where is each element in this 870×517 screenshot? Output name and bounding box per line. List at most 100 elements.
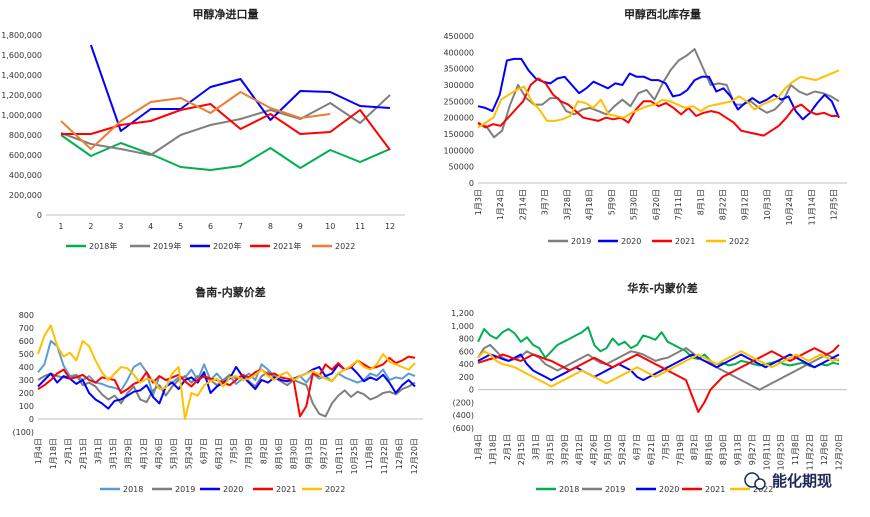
x-tick-label: 4月12日 (139, 438, 148, 469)
y-tick-label: 0 (37, 211, 42, 220)
x-tick-label: 8月2日 (260, 438, 269, 464)
x-tick-label: 9月27日 (748, 434, 757, 465)
series-line-2019年 (60, 94, 391, 156)
chart-1: 甲醇净进口量 0 200,000 400,000 600,000 800,000 1,000… (1, 7, 405, 251)
series-line-2018 (37, 340, 416, 397)
y-tick-label: 200000 (443, 114, 474, 123)
series-line-2018年 (60, 134, 391, 171)
y-tick-label: 0 (469, 179, 474, 188)
x-tick-label: 2月15日 (517, 434, 526, 465)
x-tick-label: 4月26日 (154, 438, 163, 469)
x-tick-label: 3月15日 (109, 438, 118, 469)
x-tick-label: 12月20日 (410, 438, 419, 474)
chart-title: 华东-内蒙价差 (627, 281, 698, 295)
legend-label: 2021年 (273, 241, 301, 251)
y-tick-label: (200) (452, 398, 474, 407)
x-tick-label: 8月30日 (290, 438, 299, 469)
series-line-2022 (60, 91, 331, 150)
x-tick-label: 8月16日 (275, 438, 284, 469)
series-line-2021 (477, 344, 840, 413)
y-tick-label: 600,000 (9, 151, 42, 160)
y-tick-label: 200 (459, 373, 474, 382)
x-tick-label: 12月6日 (395, 438, 404, 469)
y-tick-label: 700 (19, 324, 34, 333)
x-tick-label: 8月30日 (719, 434, 728, 465)
x-tick-label: 7月11日 (674, 189, 683, 220)
series-line-2022 (477, 69, 840, 129)
legend-label: 2018 (559, 485, 579, 494)
x-tick-label: 8月22日 (719, 189, 728, 220)
x-tick-label: 4 (148, 222, 153, 231)
x-tick-label: 6月21日 (647, 434, 656, 465)
y-tick-label: 400 (19, 363, 34, 372)
x-tick-label: 4月26日 (589, 434, 598, 465)
wechat-icon-inner (754, 478, 766, 490)
x-tick-label: 10月24日 (785, 189, 794, 225)
x-tick-label: 10月25日 (350, 438, 359, 474)
y-tick-label: 1,800,000 (1, 31, 42, 40)
x-tick-label: 3月1日 (94, 438, 103, 464)
x-tick-label: 5月10日 (169, 438, 178, 469)
y-tick-label: 500 (19, 350, 34, 359)
x-tick-label: 12月20日 (834, 434, 843, 470)
y-tick-label: 400 (459, 360, 474, 369)
y-tick-label: 50000 (449, 163, 474, 172)
chart-title: 鲁南-内蒙价差 (195, 285, 266, 299)
legend-label: 2019年 (153, 241, 181, 251)
legend-label: 2020 (659, 485, 679, 494)
x-tick-label: 10 (325, 222, 335, 231)
x-tick-label: 8 (268, 222, 273, 231)
y-tick-label: 200,000 (9, 191, 42, 200)
x-tick-label: 9月13日 (305, 438, 314, 469)
x-tick-label: 11月22日 (806, 434, 815, 470)
chart-3: 鲁南-内蒙价差 (100) 0 100 200 300 400 500 600 700 800 1月4… (12, 285, 423, 494)
x-tick-label: 3月15日 (546, 434, 555, 465)
x-tick-label: 5 (178, 222, 183, 231)
x-tick-label: 1月18日 (49, 438, 58, 469)
x-tick-label: 11月14日 (807, 189, 816, 225)
x-tick-label: 1月4日 (34, 438, 43, 464)
legend-label: 2020 (223, 485, 243, 494)
series-line-2022 (477, 350, 840, 388)
y-tick-label: 400,000 (9, 171, 42, 180)
legend-label: 2021 (705, 485, 725, 494)
legend-label: 2021 (276, 485, 296, 494)
x-tick-label: 10月11日 (335, 438, 344, 474)
legend-label: 2019 (175, 485, 195, 494)
x-tick-label: 2月1日 (503, 434, 512, 460)
y-tick-label: 1,200,000 (1, 91, 42, 100)
x-tick-label: 5月9日 (607, 189, 616, 215)
y-tick-label: 800 (19, 311, 34, 320)
legend-label: 2018年 (89, 241, 117, 251)
x-tick-label: 3月1日 (532, 434, 541, 460)
y-tick-label: 300 (19, 376, 34, 385)
x-tick-label: 2月1日 (64, 438, 73, 464)
x-tick-label: 11 (355, 222, 365, 231)
y-tick-label: (100) (12, 428, 34, 437)
y-tick-label: 450000 (443, 32, 474, 41)
legend-label: 2022 (325, 485, 345, 494)
x-tick-label: 12 (385, 222, 395, 231)
chart-title: 甲醇西北库存量 (624, 7, 701, 21)
y-tick-label: 1,400,000 (1, 71, 42, 80)
x-tick-label: 2月14日 (518, 189, 527, 220)
x-tick-label: 6月7日 (199, 438, 208, 464)
x-tick-label: 6月20日 (652, 189, 661, 220)
legend-label: 2022 (729, 237, 749, 246)
x-tick-label: 5月10日 (604, 434, 613, 465)
x-tick-label: 8月1日 (696, 189, 705, 215)
series-line-2022 (37, 324, 416, 420)
x-tick-label: 9月13日 (733, 434, 742, 465)
x-tick-label: 5月30日 (630, 189, 639, 220)
legend-label: 2019 (605, 485, 625, 494)
legend-label: 2019 (571, 237, 591, 246)
x-tick-label: 8月16日 (705, 434, 714, 465)
y-tick-label: 300000 (443, 81, 474, 90)
y-tick-label: 400000 (443, 48, 474, 57)
x-tick-label: 1 (58, 222, 63, 231)
y-tick-label: 1,200 (451, 309, 474, 318)
y-tick-label: 0 (29, 415, 34, 424)
x-tick-label: 10月3日 (763, 189, 772, 220)
x-tick-label: 11月8日 (365, 438, 374, 469)
x-tick-label: 2月15日 (79, 438, 88, 469)
